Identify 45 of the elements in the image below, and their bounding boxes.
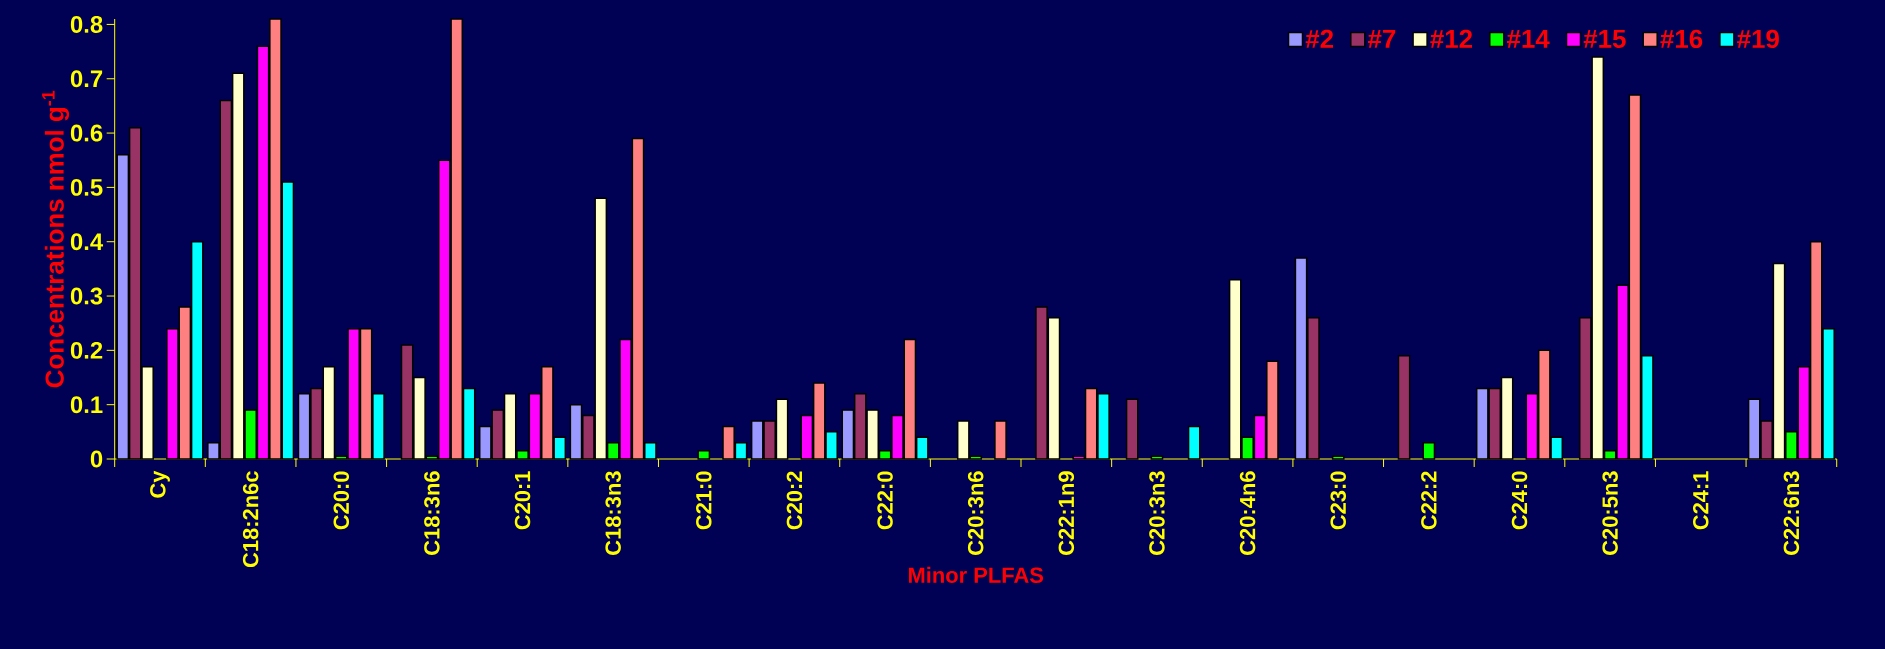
- x-tick-label: C24:0: [1511, 471, 1528, 530]
- legend-label: #12: [1430, 29, 1473, 48]
- y-tick-label: 0.7: [70, 70, 103, 88]
- legend-label: #16: [1660, 29, 1703, 49]
- legend-label: #7: [1367, 29, 1396, 48]
- y-tick-label: 0.1: [70, 396, 103, 414]
- y-tick-label: 0.3: [70, 287, 103, 305]
- x-tick-label: C18:3n6: [424, 471, 440, 555]
- bar: [994, 420, 1007, 460]
- legend-label: #2: [1305, 29, 1334, 48]
- bar: [1331, 455, 1345, 460]
- x-tick-label: C18:2n6c: [242, 471, 259, 568]
- y-tick-label: 0.4: [70, 233, 104, 251]
- legend-label: #19: [1737, 29, 1779, 49]
- bar: [1125, 398, 1139, 460]
- x-tick-label: C20:5n3: [1602, 471, 1618, 555]
- x-axis-title: Minor PLFAS: [908, 566, 1044, 583]
- x-tick-label: C18:3n3: [605, 471, 621, 555]
- x-tick-label: C20:4n6: [1239, 471, 1256, 555]
- bar: [1397, 355, 1411, 460]
- legend-label: #15: [1583, 29, 1626, 48]
- x-tick-label: C23:0: [1330, 471, 1347, 530]
- y-tick-label: 0.6: [70, 124, 103, 142]
- bar: [1187, 425, 1201, 460]
- x-tick-label: C24:1: [1692, 471, 1709, 530]
- legend-label: #14: [1506, 29, 1550, 48]
- x-tick-label: C22:0: [877, 471, 893, 530]
- x-tick-label: C20:2: [786, 471, 803, 530]
- x-tick-label: C21:0: [696, 471, 712, 530]
- y-axis-title: Concentrations nmol g$^{-1}$: [42, 90, 70, 388]
- y-tick-label: 0.5: [70, 178, 103, 196]
- x-tick-label: C20:3n6: [967, 471, 984, 555]
- x-tick-label: C22:2: [1421, 471, 1437, 530]
- y-tick-label: 0.2: [70, 341, 103, 359]
- x-tick-label: C22:6n3: [1783, 471, 1800, 555]
- x-tick-label: C20:1: [514, 471, 531, 530]
- x-tick-label: C20:0: [333, 471, 350, 530]
- x-tick-label: Cy: [150, 470, 170, 498]
- y-tick-label: 0.8: [70, 15, 103, 33]
- bar: [697, 450, 711, 460]
- x-tick-label: C22:1n9: [1058, 471, 1075, 555]
- bar: [1422, 441, 1436, 460]
- y-tick-label: 0: [90, 450, 103, 468]
- bar: [1150, 455, 1164, 460]
- x-tick-label: C20:3n3: [1149, 471, 1165, 555]
